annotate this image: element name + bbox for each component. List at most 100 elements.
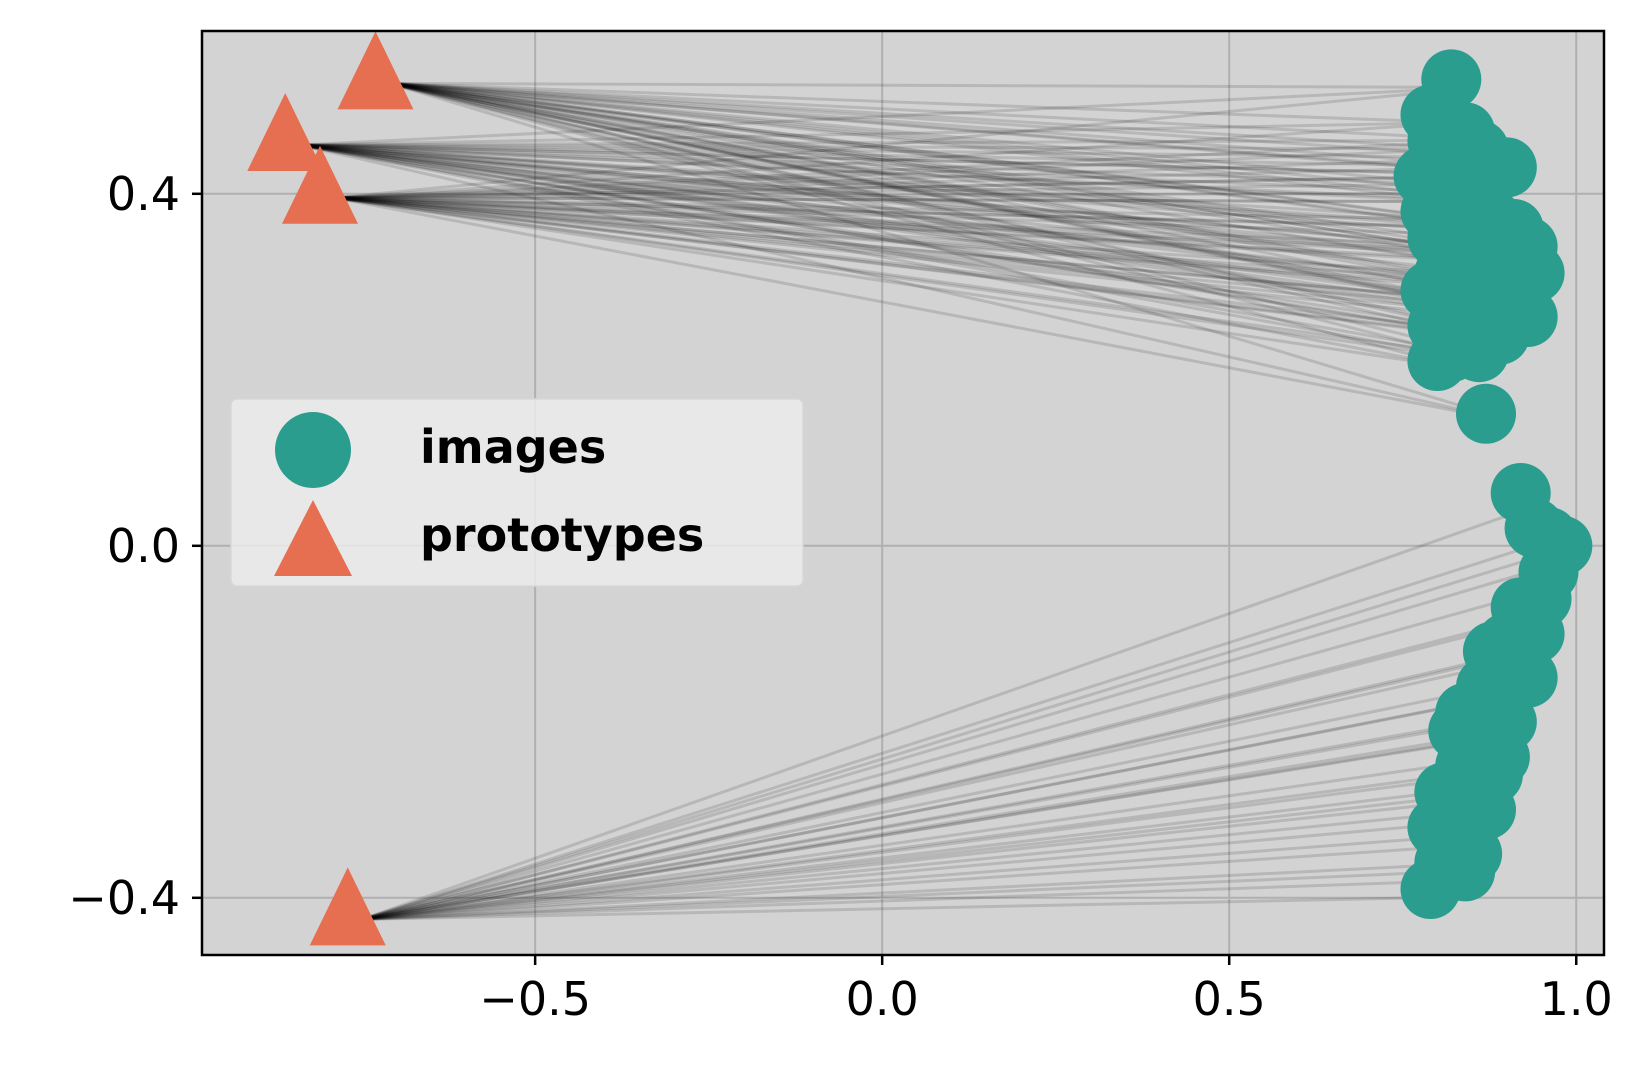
- connection-line: [299, 143, 1508, 362]
- connection-line: [361, 807, 1494, 921]
- connection-line: [361, 649, 1536, 921]
- connection-line: [333, 147, 1466, 200]
- connection-line: [333, 196, 1508, 362]
- connection-line: [361, 534, 1564, 921]
- connection-line: [299, 143, 1535, 177]
- connection-line: [299, 143, 1508, 204]
- connection-line: [389, 81, 1501, 292]
- connection-line: [333, 196, 1508, 204]
- connection-line: [361, 754, 1508, 921]
- grid-lines: [202, 31, 1604, 955]
- plot-frame: [200, 29, 1606, 957]
- connection-line: [333, 196, 1556, 327]
- connection-line: [361, 499, 1550, 921]
- x-tick-label: −0.5: [479, 972, 591, 1026]
- connection-line: [299, 143, 1487, 309]
- connection-line: [333, 196, 1529, 345]
- axis-ticks: −0.5 0.0 0.5 1.0 −0.4 0.0 0.4: [68, 167, 1613, 1026]
- connection-line: [299, 143, 1536, 292]
- connection-line: [333, 196, 1466, 336]
- connection-line: [389, 81, 1563, 283]
- connection-line: [333, 196, 1549, 309]
- connection-line: [389, 81, 1515, 177]
- connection-line: [333, 121, 1459, 200]
- connection-line: [389, 81, 1487, 309]
- connection-line: [389, 81, 1466, 248]
- connection-line: [361, 710, 1529, 921]
- connection-line: [389, 81, 1556, 257]
- connection-line: [333, 196, 1521, 230]
- y-tick-label: 0.0: [107, 519, 180, 573]
- x-tick-label: 0.0: [846, 972, 919, 1026]
- connection-line: [389, 81, 1549, 265]
- x-tick-label: 1.0: [1540, 972, 1613, 1026]
- connection-line: [299, 143, 1459, 301]
- connection-line: [389, 81, 1508, 160]
- connection-line: [333, 173, 1535, 200]
- connection-line: [361, 728, 1536, 921]
- connection-line: [299, 143, 1515, 177]
- connection-line: [333, 85, 1480, 200]
- connection-line: [333, 196, 1515, 424]
- x-tick-label: 0.5: [1193, 972, 1266, 1026]
- connection-line: [389, 81, 1522, 230]
- connection-line: [361, 789, 1501, 921]
- connection-line: [299, 143, 1542, 239]
- connection-line: [333, 196, 1515, 265]
- connection-line: [298, 143, 1515, 424]
- prototype-point: [309, 867, 386, 946]
- connection-line: [361, 833, 1466, 921]
- connection-line: [299, 85, 1480, 147]
- connection-line: [333, 196, 1466, 248]
- connection-line: [361, 578, 1577, 921]
- connection-line: [333, 196, 1501, 336]
- legend-box: [230, 398, 804, 587]
- connection-line: [299, 143, 1556, 327]
- connection-line: [389, 81, 1494, 142]
- connection-line: [361, 860, 1501, 921]
- connection-line: [299, 143, 1563, 283]
- connection-line: [333, 196, 1459, 301]
- connection-line: [389, 81, 1515, 265]
- image-point: [1456, 383, 1517, 444]
- connection-line: [333, 196, 1522, 318]
- connection-line: [389, 81, 1515, 424]
- connection-line: [299, 143, 1549, 265]
- connection-line: [333, 196, 1563, 283]
- connection-line: [299, 143, 1487, 230]
- connection-line: [389, 81, 1466, 336]
- image-point: [1400, 859, 1461, 919]
- connection-line: [299, 143, 1480, 362]
- connection-line: [299, 121, 1459, 147]
- connection-line: [333, 196, 1535, 292]
- connection-line: [299, 143, 1508, 160]
- legend: images prototypes: [230, 398, 804, 587]
- image-point: [1497, 287, 1558, 347]
- connection-line: [333, 196, 1459, 221]
- connection-line: [389, 81, 1501, 336]
- connection-line: [389, 81, 1459, 221]
- connection-line: [389, 81, 1452, 186]
- connection-line: [389, 81, 1508, 204]
- connection-line: [389, 81, 1529, 345]
- connection-line: [361, 816, 1515, 921]
- legend-prototypes-label: prototypes: [420, 508, 704, 562]
- connection-line: [299, 143, 1466, 336]
- connection-line: [299, 143, 1494, 257]
- connection-line: [333, 196, 1466, 204]
- connection-line: [361, 605, 1570, 921]
- connection-line: [361, 842, 1487, 921]
- prototype-point: [247, 93, 324, 171]
- connection-line: [299, 143, 1466, 151]
- connection-line: [299, 143, 1480, 195]
- connection-line: [361, 781, 1522, 921]
- connection-line: [389, 81, 1542, 239]
- connection-line: [361, 869, 1473, 921]
- connection-line: [333, 182, 1452, 200]
- data-points: [247, 31, 1593, 946]
- connection-line: [389, 81, 1480, 362]
- connection-line: [361, 613, 1550, 921]
- connection-line: [389, 81, 1459, 301]
- connection-line: [389, 81, 1556, 327]
- connection-line: [333, 196, 1466, 371]
